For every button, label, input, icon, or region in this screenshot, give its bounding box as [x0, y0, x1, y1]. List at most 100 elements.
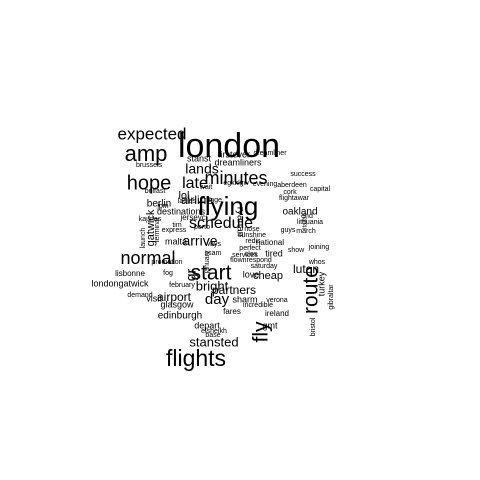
cloud-word: londongatwick — [91, 278, 149, 288]
cloud-word: flying — [198, 191, 259, 221]
cloud-word: lol — [178, 190, 189, 202]
cloud-word: end — [301, 213, 313, 220]
cloud-word: clos — [245, 251, 258, 258]
cloud-word: visit — [146, 293, 162, 303]
cloud-word: destinations — [157, 206, 206, 216]
cloud-word: capital — [310, 186, 331, 193]
cloud-word: berlin — [147, 199, 171, 210]
cloud-word: glasgow — [160, 299, 194, 309]
cloud-word: january — [204, 250, 211, 274]
cloud-word: lisbonne — [115, 269, 145, 278]
cloud-word: gr — [183, 268, 199, 281]
cloud-word: stansted — [189, 334, 238, 349]
cloud-word: gibraltar — [328, 284, 335, 310]
cloud-word: flightawar — [279, 195, 310, 202]
cloud-word: aberdeen — [277, 182, 307, 189]
cloud-word: depart — [194, 320, 220, 330]
cloud-word: partners — [212, 283, 256, 297]
cloud-word: redis — [245, 238, 261, 245]
cloud-word: egkklgw — [223, 180, 249, 187]
cloud-word: airline — [181, 193, 213, 207]
cloud-word: lands — [185, 161, 218, 177]
cloud-word: belfast — [145, 188, 166, 195]
cloud-word: ireland — [265, 309, 289, 318]
cloud-word: italian — [303, 213, 309, 229]
cloud-word: dreamliners — [214, 157, 262, 167]
cloud-word: expected — [118, 124, 187, 143]
cloud-word: national — [256, 238, 284, 247]
cloud-word: ryanair — [234, 207, 245, 238]
cloud-word: range — [204, 197, 222, 204]
cloud-word: flownrespond — [230, 257, 272, 264]
cloud-word: arrive — [182, 233, 217, 249]
cloud-word: amp — [125, 141, 168, 166]
cloud-word: evening — [253, 181, 278, 188]
cloud-word: joining — [308, 244, 329, 251]
cloud-word: ways — [204, 241, 221, 248]
cloud-word: jerseyci — [179, 213, 207, 222]
cloud-word: route — [300, 266, 323, 314]
cloud-word: march — [296, 228, 316, 235]
cloud-word: malta — [165, 236, 187, 246]
cloud-word: base — [205, 332, 220, 339]
cloud-word: luton — [293, 262, 319, 276]
cloud-word: scam — [205, 250, 222, 257]
cloud-word: ladies — [178, 198, 197, 205]
cloud-word: firstever — [218, 149, 250, 159]
cloud-word: tired — [265, 248, 283, 258]
cloud-word: show — [288, 247, 305, 254]
cloud-word: turkey — [316, 271, 326, 296]
cloud-word: launch — [140, 228, 147, 249]
cloud-word: terminal — [154, 217, 161, 242]
cloud-word: minutes — [204, 168, 267, 188]
cloud-word: cork — [283, 189, 297, 196]
cloud-word: day — [205, 291, 230, 308]
cloud-word: demand — [127, 292, 152, 299]
cloud-word: services — [232, 252, 258, 259]
cloud-word: start — [191, 262, 232, 285]
cloud-word: stanst — [187, 153, 212, 163]
cloud-word: elsheikh — [201, 328, 227, 335]
cloud-word: airport — [157, 290, 192, 304]
cloud-word: gmt — [262, 320, 278, 330]
cloud-word: late — [182, 175, 208, 192]
cloud-word: perfect — [239, 245, 260, 252]
cloud-word: jpm — [156, 203, 168, 210]
cloud-word: bright — [196, 278, 229, 293]
cloud-word: sharm — [232, 294, 257, 304]
cloud-word: normal — [120, 248, 175, 268]
cloud-word: edinburgh — [158, 311, 202, 322]
cloud-word: fog — [163, 270, 173, 277]
cloud-word: february — [169, 282, 195, 289]
cloud-word: kaunas — [139, 216, 162, 223]
cloud-word: london — [178, 127, 280, 165]
cloud-word: lithuania — [297, 219, 323, 226]
cloud-word: promotion — [151, 259, 182, 266]
cloud-word: fares — [223, 307, 241, 316]
cloud-word: wait — [199, 184, 213, 191]
cloud-word: gatwick — [145, 209, 157, 246]
cloud-word: hope — [127, 172, 172, 194]
cloud-word: dreamliner — [253, 150, 287, 157]
cloud-word: tim — [172, 222, 182, 229]
cloud-word: saturday — [251, 263, 278, 270]
cloud-word: verona — [266, 297, 288, 304]
cloud-word: incredible — [243, 302, 273, 309]
cloud-word: schedule — [189, 215, 253, 232]
cloud-word: bristol — [310, 317, 317, 336]
cloud-word: guys — [281, 227, 296, 234]
cloud-word: sunshine — [238, 232, 266, 239]
cloud-word: success — [290, 171, 316, 178]
cloud-word: flights — [166, 345, 226, 371]
cloud-word: fly — [250, 321, 273, 343]
cloud-word: porto — [194, 224, 210, 231]
cloud-word: love — [243, 269, 260, 279]
cloud-word: cheap — [253, 270, 283, 282]
cloud-word: brussels — [136, 162, 163, 169]
cloud-word: nose — [244, 226, 259, 233]
cloud-word: express — [162, 227, 187, 234]
cloud-word: whos — [308, 259, 326, 266]
cloud-word: oakland — [282, 207, 317, 218]
